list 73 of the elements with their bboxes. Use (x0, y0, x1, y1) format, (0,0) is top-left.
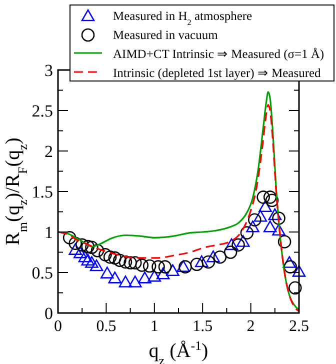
legend-label: Measured in vacuum (113, 28, 218, 42)
x-tick-label: 2 (246, 318, 255, 335)
point (284, 260, 297, 274)
point (268, 208, 282, 220)
point (75, 238, 89, 252)
point (108, 272, 122, 284)
point (246, 220, 260, 232)
point (142, 259, 156, 273)
point (128, 256, 142, 270)
y-tick-label: 0.5 (32, 264, 53, 282)
point (68, 236, 82, 250)
point (90, 244, 104, 258)
y-tick-label: 2.5 (32, 102, 53, 120)
point (206, 250, 220, 262)
point (118, 276, 132, 288)
point (288, 281, 302, 295)
point (224, 246, 238, 259)
point (263, 190, 277, 204)
point (254, 210, 268, 222)
point (85, 256, 98, 268)
point (258, 200, 272, 212)
x-tick-label: 1.5 (192, 318, 213, 335)
point (272, 212, 286, 225)
point (248, 213, 262, 226)
point (166, 264, 180, 276)
point (90, 259, 104, 272)
y-tick-label: 2 (44, 142, 53, 161)
point (108, 251, 122, 265)
point (282, 256, 296, 268)
point (124, 256, 137, 270)
y-tick-label: 1 (44, 223, 53, 242)
point (74, 246, 87, 258)
legend-label: Measured in H$_{2}$ atmosphere (113, 9, 253, 26)
point (278, 235, 292, 248)
point (194, 255, 208, 268)
legend-label: Intrinsic (depleted 1st layer) ⇒ Measured (113, 66, 322, 80)
point (68, 243, 82, 255)
point (81, 254, 95, 266)
point (190, 258, 204, 272)
point (85, 240, 98, 254)
point (256, 190, 270, 204)
point (236, 235, 250, 247)
point (113, 254, 126, 267)
point (213, 250, 227, 264)
point (81, 240, 95, 254)
legend-label: AIMD+CT Intrinsic ⇒ Measured (σ=1 Å) (113, 47, 324, 61)
y-tick-label: 0 (44, 304, 53, 323)
x-tick-label: 0.5 (96, 318, 116, 335)
point (135, 258, 149, 272)
point (232, 238, 245, 252)
point (224, 238, 238, 250)
point (292, 265, 306, 277)
point (100, 266, 114, 278)
point (202, 255, 216, 269)
point (128, 276, 142, 288)
point (148, 270, 162, 282)
point (272, 224, 286, 236)
point (158, 260, 172, 274)
point (78, 250, 92, 262)
point (263, 220, 277, 232)
point (156, 267, 170, 280)
point (98, 248, 112, 262)
y-tick-label: 3 (44, 61, 53, 80)
point (138, 272, 152, 284)
point (118, 255, 132, 269)
point (103, 250, 117, 264)
x-tick-label: 2.5 (289, 318, 309, 335)
x-tick-label: 1 (150, 318, 158, 335)
y-tick-label: 1.5 (32, 182, 53, 202)
point (62, 231, 76, 244)
point (265, 194, 279, 208)
point (152, 260, 165, 274)
point (240, 226, 254, 240)
